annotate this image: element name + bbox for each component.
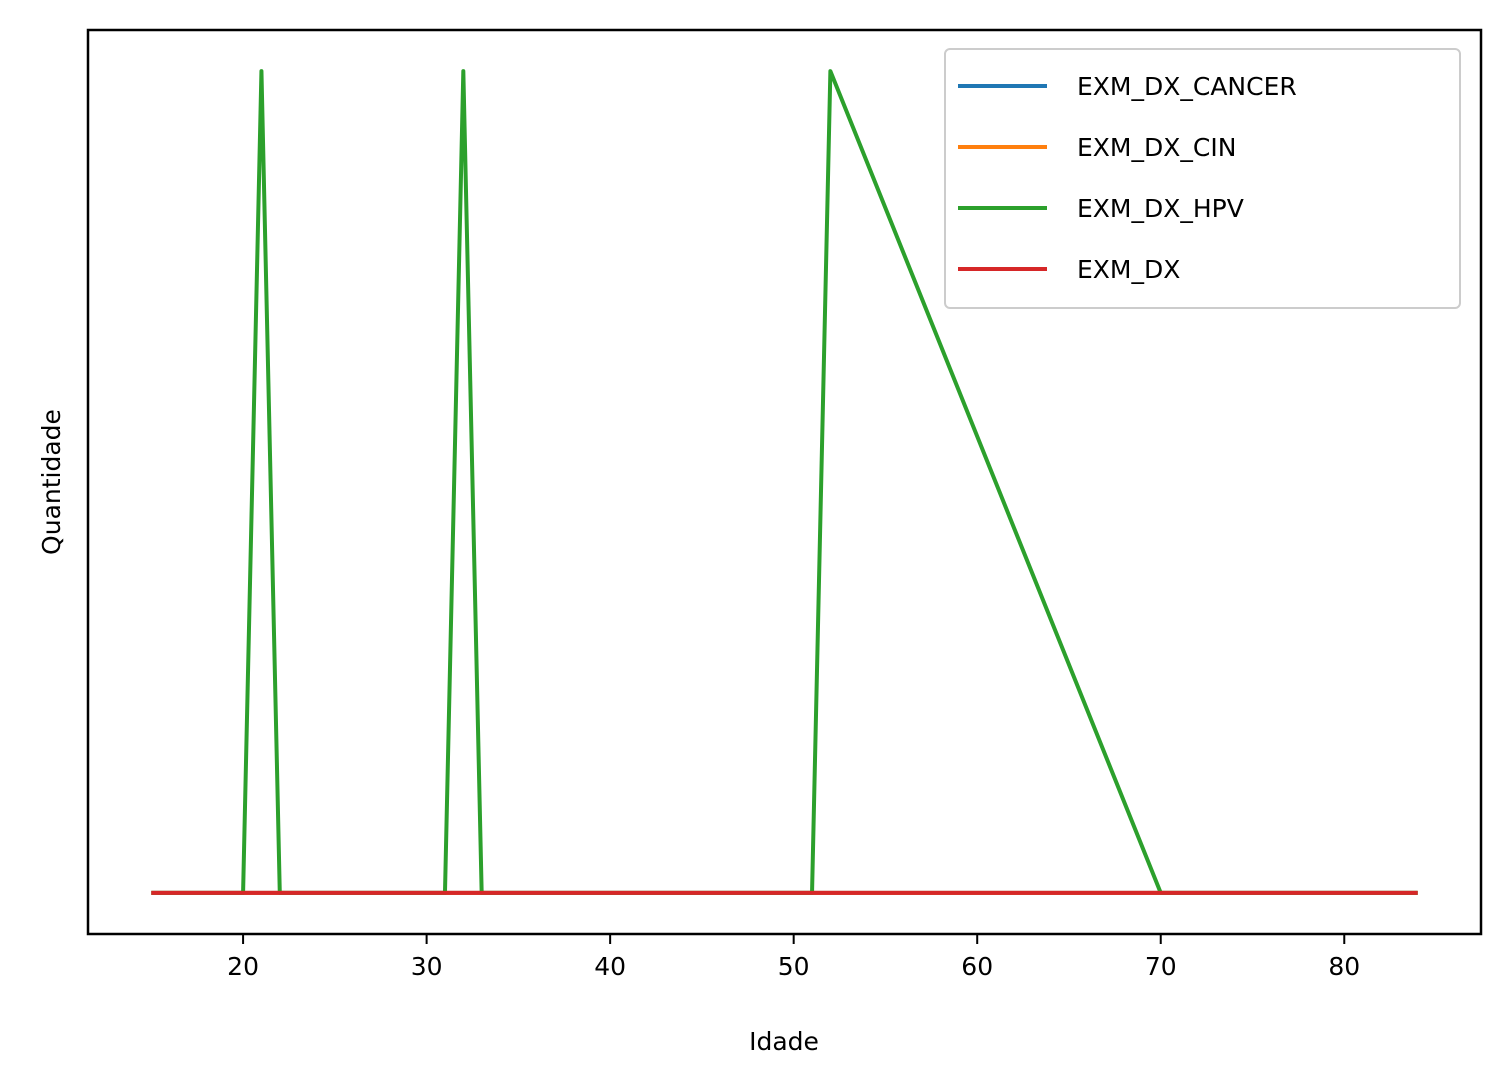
legend-box	[944, 48, 1461, 309]
x-tick-label: 70	[1145, 952, 1177, 981]
x-tick-label: 80	[1328, 952, 1360, 981]
legend-label: EXM_DX_HPV	[1077, 194, 1244, 223]
x-axis-ticks: 20 30 40 50 60 70 80	[227, 934, 1360, 981]
plot-frame	[86, 28, 1483, 936]
series-line-exm-dx-hpv	[151, 69, 1418, 895]
legend-label: EXM_DX_CANCER	[1077, 72, 1297, 101]
x-tick-label: 60	[961, 952, 993, 981]
x-tick-label: 50	[778, 952, 810, 981]
x-tick-label: 40	[594, 952, 626, 981]
legend-label: EXM_DX	[1077, 255, 1180, 284]
series-layer	[151, 69, 1418, 895]
legend-entries: EXM_DX_CANCER EXM_DX_CIN EXM_DX_HPV EXM_DX	[958, 72, 1297, 284]
x-tick-label: 30	[411, 952, 443, 981]
y-axis-label: Quantidade	[37, 409, 66, 555]
x-axis-label: Idade	[749, 1027, 819, 1056]
x-tick-label: 20	[227, 952, 259, 981]
legend-label: EXM_DX_CIN	[1077, 133, 1236, 162]
legend: EXM_DX_CANCER EXM_DX_CIN EXM_DX_HPV EXM_DX	[944, 48, 1461, 309]
